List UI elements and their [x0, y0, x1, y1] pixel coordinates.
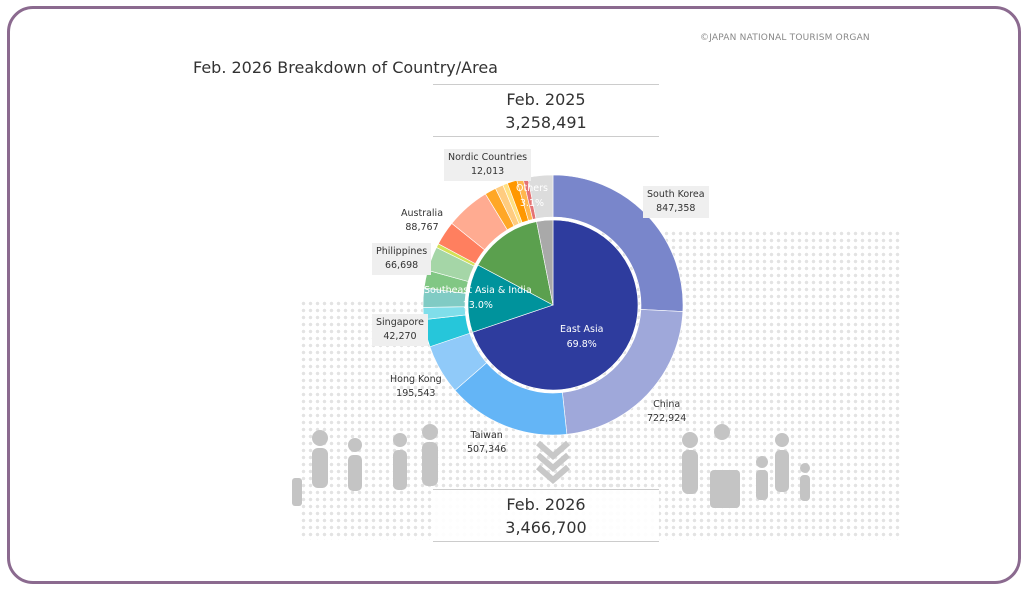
inner-label-southeast-asia: Southeast Asia & India 13.0%	[424, 285, 532, 311]
inner-slice-southeast-asia-india[interactable]	[467, 264, 554, 333]
outer-slice-segment-18[interactable]	[527, 174, 554, 220]
label-taiwan: Taiwan 507,346	[467, 430, 507, 455]
kpi-previous-value: 3,258,491	[505, 113, 587, 132]
label-hong-kong: Hong Kong 195,543	[390, 374, 442, 399]
travelers-silhouettes	[292, 424, 810, 508]
kpi-previous-label: Feb. 2025	[506, 90, 586, 109]
kpi-current-value: 3,466,700	[505, 518, 587, 537]
label-philippines: Philippines 66,698	[372, 243, 432, 275]
label-singapore: Singapore 42,270	[372, 314, 428, 346]
kpi-current-label: Feb. 2026	[506, 495, 586, 514]
chart-title: Feb. 2026 Breakdown of Country/Area	[193, 58, 498, 77]
inner-slice-others[interactable]	[536, 219, 554, 306]
inner-label-east-asia: East Asia 69.8%	[560, 324, 604, 350]
inner-slice-segment-2[interactable]	[477, 221, 554, 306]
label-china: China 722,924	[647, 399, 687, 424]
kpi-previous: Feb. 2025 3,258,491	[433, 84, 659, 137]
label-nordic-countries: Nordic Countries 12,013	[444, 149, 532, 181]
inner-slice-east-asia[interactable]	[472, 219, 639, 391]
credit-text: ©JAPAN NATIONAL TOURISM ORGAN	[700, 33, 870, 43]
kpi-current: Feb. 2026 3,466,700	[433, 489, 659, 542]
down-chevrons-icon	[536, 440, 570, 484]
inner-label-others: Others 3.1%	[516, 183, 548, 209]
label-australia: Australia 88,767	[401, 208, 444, 233]
label-south-korea: South Korea 847,358	[643, 186, 709, 218]
